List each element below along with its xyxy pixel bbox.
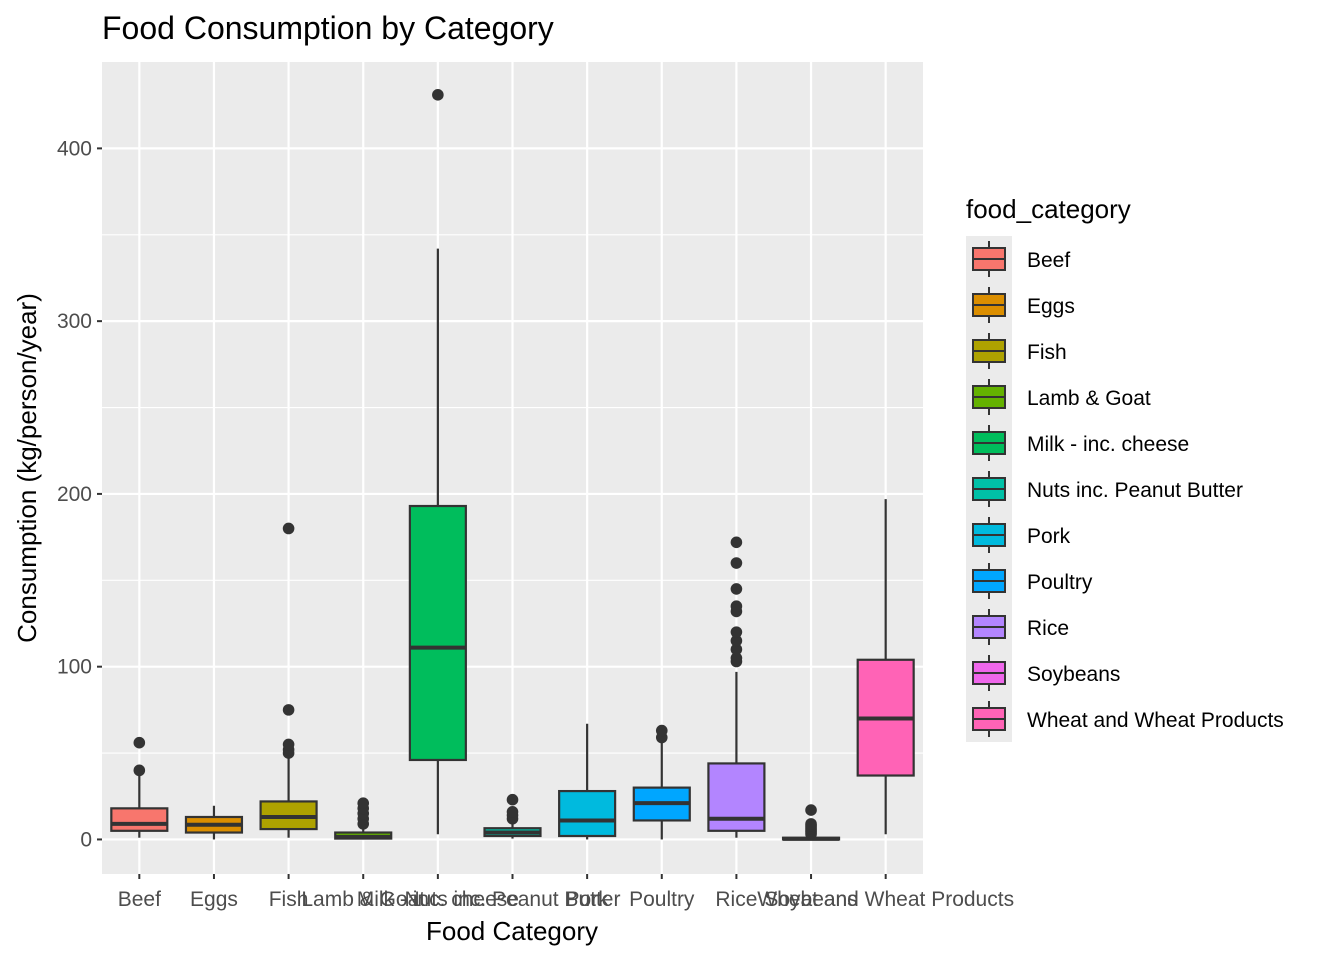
x-tick-label: Fish [269, 888, 309, 911]
boxplot-pork [558, 723, 617, 840]
outlier-point [730, 626, 743, 638]
legend-label: Milk - inc. cheese [1027, 433, 1189, 456]
legend-label: Pork [1027, 525, 1071, 548]
outlier-point [133, 764, 146, 777]
legend-label: Fish [1027, 341, 1067, 364]
legend-label: Nuts inc. Peanut Butter [1027, 479, 1243, 502]
boxplots [110, 89, 915, 841]
y-tick-label: 300 [57, 310, 92, 333]
outlier-point [805, 804, 817, 816]
legend-item: Beef [972, 241, 1070, 277]
boxplot-fish [259, 522, 318, 838]
outlier-point [730, 600, 743, 613]
x-tick-label: Pork [566, 888, 610, 911]
legend-item: Fish [972, 333, 1067, 369]
legend-label: Lamb & Goat [1027, 387, 1151, 410]
y-axis-title: Consumption (kg/person/year) [12, 293, 42, 643]
legend-item: Soybeans [972, 655, 1120, 691]
boxplot-rice [707, 536, 766, 838]
legend-item: Wheat and Wheat Products [972, 701, 1284, 737]
x-tick-label: Eggs [190, 888, 238, 911]
y-tick-label: 400 [57, 137, 92, 160]
legend-label: Poultry [1027, 571, 1093, 594]
outlier-point [506, 806, 519, 818]
outlier-point [730, 652, 743, 664]
x-tick-label: Milk - inc. cheese [357, 888, 519, 911]
outlier-point [655, 724, 668, 737]
legend-item: Nuts inc. Peanut Butter [972, 471, 1243, 507]
boxplot-soybeans [781, 804, 841, 841]
x-tick-label: Wheat and Wheat Products [757, 888, 1014, 911]
x-tick-label: Lamb & Goat [301, 888, 425, 911]
legend-label: Beef [1027, 249, 1070, 272]
outlier-point [282, 522, 295, 535]
legend-item: Eggs [972, 287, 1075, 323]
legend-item: Lamb & Goat [972, 379, 1151, 415]
y-tick-label: 200 [57, 483, 92, 506]
box [408, 504, 467, 762]
outlier-point [730, 557, 743, 569]
boxplot-eggs [184, 805, 244, 840]
outlier-point [506, 793, 519, 806]
outlier-point [432, 89, 444, 101]
boxplot-beef [110, 736, 169, 838]
y-tick-label: 100 [57, 656, 92, 679]
outlier-point [805, 818, 817, 830]
outlier-point [730, 634, 743, 647]
boxplot-poultry [632, 724, 691, 840]
x-tick-label: Nuts inc. Peanut Butter [405, 888, 621, 911]
legend-label: Rice [1027, 617, 1069, 640]
x-tick-label: Beef [118, 888, 161, 911]
outlier-point [730, 583, 743, 595]
legend-items: Beef Eggs Fish Lamb & Goat Milk - inc. chees… [972, 241, 1284, 737]
x-tick-label: Rice [715, 888, 757, 911]
outlier-point [730, 536, 743, 549]
outlier-point [357, 797, 370, 809]
boxplot-milk-inc-cheese [408, 89, 467, 835]
x-axis-title: Food Category [426, 916, 598, 946]
legend-item: Milk - inc. cheese [972, 425, 1189, 461]
legend-label: Eggs [1027, 295, 1075, 318]
outlier-point [282, 738, 295, 751]
outlier-point [133, 736, 146, 749]
x-tick-label: Poultry [629, 888, 695, 911]
y-tick-label: 0 [80, 828, 92, 851]
boxplot-lamb-goat [334, 797, 393, 840]
boxplot-nuts-inc-peanut-butter [483, 793, 542, 839]
y-axis: 0 100 200 300 400 [57, 137, 102, 851]
legend-label: Wheat and Wheat Products [1027, 709, 1284, 732]
boxplot-wheat-and-wheat-products [856, 499, 915, 835]
outlier-point [730, 643, 743, 656]
box [110, 807, 169, 832]
legend: food_category Beef Eggs Fish Lamb & Goat Mil… [966, 194, 1284, 742]
legend-title: food_category [966, 194, 1131, 224]
chart-title: Food Consumption by Category [102, 10, 554, 46]
legend-label: Soybeans [1027, 663, 1120, 686]
box [558, 789, 617, 838]
x-tick-label: Soybeans [764, 888, 857, 911]
legend-item: Pork [972, 517, 1071, 553]
outlier-point [282, 704, 295, 716]
legend-item: Rice [972, 609, 1069, 645]
legend-item: Poultry [972, 563, 1093, 599]
